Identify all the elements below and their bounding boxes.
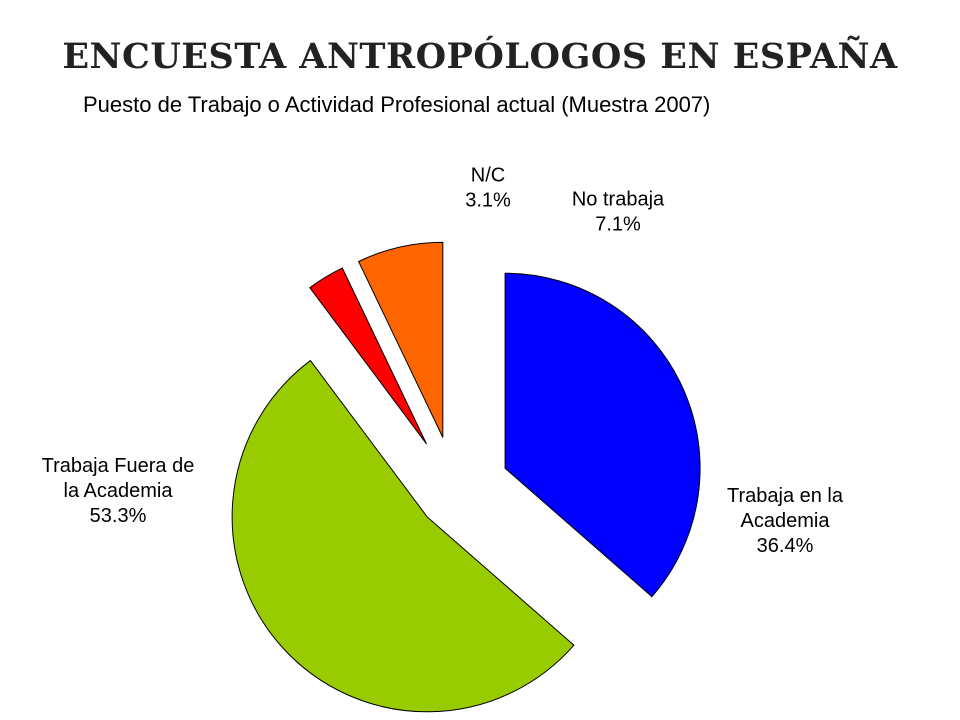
- pie-labels: Trabaja en la Academia 36.4% Trabaja Fuera …: [42, 165, 844, 558]
- pie-slices: [231, 241, 701, 713]
- slice-category-label: Trabaja Fuera de: [42, 455, 195, 477]
- slide-title: ENCUESTA ANTROPÓLOGOS EN ESPAÑA: [62, 36, 898, 77]
- slice-label: Trabaja en la Academia 36.4%: [727, 485, 844, 557]
- slice-category-label: N/C: [471, 165, 505, 187]
- slice-value-label: 53.3%: [90, 505, 147, 527]
- slice-value-label: 7.1%: [595, 214, 641, 236]
- pie-slice: [309, 267, 427, 445]
- slice-category-label: No trabaja: [572, 189, 665, 211]
- slice-category-label: Academia: [741, 510, 831, 532]
- slice-label: Trabaja Fuera de la Academia 53.3%: [42, 455, 195, 527]
- slice-label: N/C 3.1%: [465, 165, 511, 212]
- slice-label: No trabaja 7.1%: [572, 189, 665, 236]
- pie-slice: [504, 272, 701, 598]
- slice-category-label: Trabaja en la: [727, 485, 844, 507]
- slice-value-label: 36.4%: [757, 535, 814, 557]
- pie-slice: [231, 359, 575, 713]
- slice-category-label: la Academia: [64, 480, 174, 502]
- chart-title: Puesto de Trabajo o Actividad Profesiona…: [83, 92, 710, 117]
- pie-slice: [357, 241, 444, 438]
- slice-value-label: 3.1%: [465, 190, 511, 212]
